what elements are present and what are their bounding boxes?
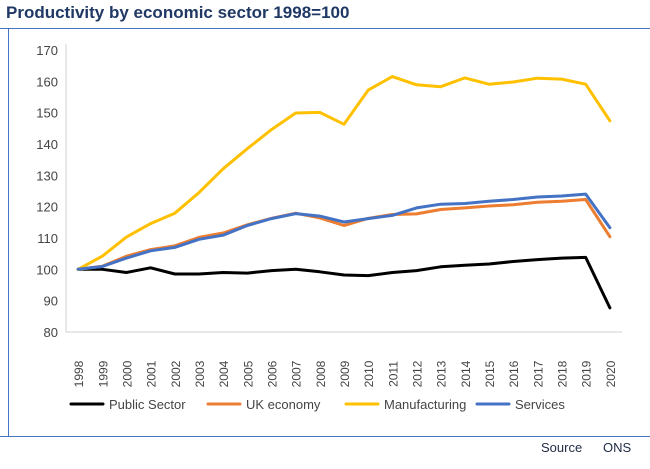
x-tick-label-2007: 2007 bbox=[290, 360, 304, 387]
x-tick-label-1998: 1998 bbox=[72, 360, 86, 387]
x-tick-label-2017: 2017 bbox=[531, 360, 545, 387]
y-tick-label-170: 170 bbox=[36, 43, 58, 58]
chart-title: Productivity by economic sector 1998=100 bbox=[6, 3, 350, 22]
legend-label-public-sector: Public Sector bbox=[109, 397, 186, 412]
x-tick-label-2018: 2018 bbox=[556, 360, 570, 387]
x-tick-label-2010: 2010 bbox=[362, 360, 376, 387]
x-tick-label-2011: 2011 bbox=[386, 361, 400, 387]
y-tick-label-80: 80 bbox=[44, 325, 58, 340]
x-tick-label-2002: 2002 bbox=[169, 360, 183, 387]
x-tick-label-2006: 2006 bbox=[265, 360, 279, 387]
x-tick-label-2001: 2001 bbox=[145, 360, 159, 387]
x-tick-label-2009: 2009 bbox=[338, 360, 352, 387]
x-tick-label-2019: 2019 bbox=[580, 360, 594, 387]
y-tick-label-110: 110 bbox=[37, 231, 58, 246]
top-border-line bbox=[0, 28, 650, 29]
left-border-line bbox=[8, 28, 9, 437]
x-tick-label-2015: 2015 bbox=[483, 360, 497, 387]
x-tick-label-2004: 2004 bbox=[217, 360, 231, 387]
y-tick-label-160: 160 bbox=[36, 74, 58, 89]
x-tick-label-2003: 2003 bbox=[193, 360, 207, 387]
bottom-border-line bbox=[0, 436, 650, 437]
x-tick-label-2005: 2005 bbox=[241, 360, 255, 387]
y-tick-label-90: 90 bbox=[44, 294, 58, 309]
y-tick-label-150: 150 bbox=[36, 106, 58, 121]
x-tick-label-2016: 2016 bbox=[507, 360, 521, 387]
series-line-services bbox=[76, 192, 612, 271]
legend-label-manufacturing: Manufacturing bbox=[384, 397, 466, 412]
source-value: ONS bbox=[603, 440, 632, 455]
series-line-manufacturing bbox=[76, 75, 612, 271]
legend-label-uk-economy: UK economy bbox=[246, 397, 321, 412]
x-tick-label-2008: 2008 bbox=[314, 360, 328, 387]
source-label: Source bbox=[541, 440, 583, 455]
x-tick-label-2013: 2013 bbox=[435, 360, 449, 387]
legend-label-services: Services bbox=[515, 397, 565, 412]
x-tick-label-2000: 2000 bbox=[120, 360, 134, 387]
x-tick-label-2012: 2012 bbox=[411, 360, 425, 387]
y-tick-label-130: 130 bbox=[36, 168, 58, 183]
x-tick-label-1999: 1999 bbox=[96, 360, 110, 387]
y-tick-label-100: 100 bbox=[36, 262, 58, 277]
series-line-public-sector bbox=[76, 255, 612, 310]
x-tick-label-2014: 2014 bbox=[459, 360, 473, 387]
y-tick-label-120: 120 bbox=[36, 200, 58, 215]
x-tick-label-2020: 2020 bbox=[604, 360, 618, 387]
y-tick-label-140: 140 bbox=[36, 137, 58, 152]
